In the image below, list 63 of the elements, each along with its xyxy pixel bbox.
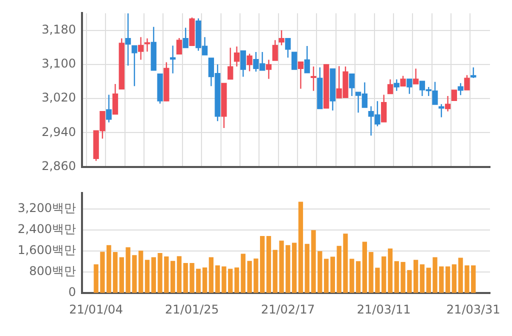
candlestick [125, 13, 131, 66]
candlestick [381, 94, 387, 123]
bar [202, 267, 208, 293]
candlestick [298, 61, 304, 90]
candlestick [394, 78, 400, 92]
candlestick [170, 45, 176, 74]
candlestick [470, 66, 476, 79]
y-tick-label: 1,600백만 [18, 243, 76, 258]
candlestick [112, 83, 118, 115]
candlestick [412, 68, 419, 85]
candlestick [266, 59, 272, 80]
y-tick-label: 3,200백만 [18, 201, 76, 216]
bar [420, 264, 425, 293]
candlestick [406, 78, 412, 94]
y-tick-label: 3,020 [42, 90, 76, 105]
candlestick [285, 38, 291, 58]
y-tick-label: 2,400백만 [18, 222, 76, 236]
bar [356, 261, 361, 293]
bar [234, 267, 240, 293]
candlestick [272, 39, 278, 62]
candlestick [291, 52, 298, 70]
candlestick [278, 30, 284, 46]
x-tick-label: 21/02/17 [260, 302, 315, 316]
bar [388, 248, 393, 293]
x-tick-label: 21/01/04 [69, 302, 124, 316]
candlestick [132, 45, 138, 87]
bar [298, 202, 304, 293]
candlestick [310, 66, 316, 92]
candlestick [182, 27, 188, 48]
bar [170, 260, 176, 293]
candlestick [240, 50, 246, 78]
candlestick [176, 37, 182, 55]
candlestick [444, 95, 451, 112]
candlestick [138, 36, 144, 60]
bar [176, 256, 182, 293]
candlestick [106, 94, 112, 124]
bar [324, 258, 329, 293]
y-tick-label: 0 [68, 285, 76, 300]
bar [452, 264, 457, 293]
y-tick-label: 2,940 [42, 124, 76, 139]
candlestick [458, 82, 464, 96]
bar [292, 242, 297, 293]
bar [445, 266, 450, 293]
bar [144, 260, 150, 293]
candlestick [464, 74, 470, 91]
candlestick [228, 47, 234, 80]
bar [112, 252, 118, 293]
candlestick [234, 46, 240, 68]
x-tick-label: 21/01/25 [165, 302, 219, 316]
candlestick [387, 78, 394, 94]
bar [266, 236, 272, 293]
candlestick [144, 38, 150, 52]
y-tick-label: 800백만 [29, 264, 76, 278]
candlestick [349, 73, 355, 97]
candlestick [246, 53, 252, 72]
candlestick [400, 75, 406, 87]
y-tick-label: 3,100 [42, 56, 76, 71]
x-tick-label: 21/03/31 [446, 302, 500, 316]
candlestick [304, 45, 310, 74]
y-tick-label: 2,860 [42, 158, 76, 173]
candlestick [451, 90, 458, 101]
y-tick-label: 3,180 [42, 22, 76, 36]
x-tick-label: 21/03/11 [356, 302, 411, 316]
